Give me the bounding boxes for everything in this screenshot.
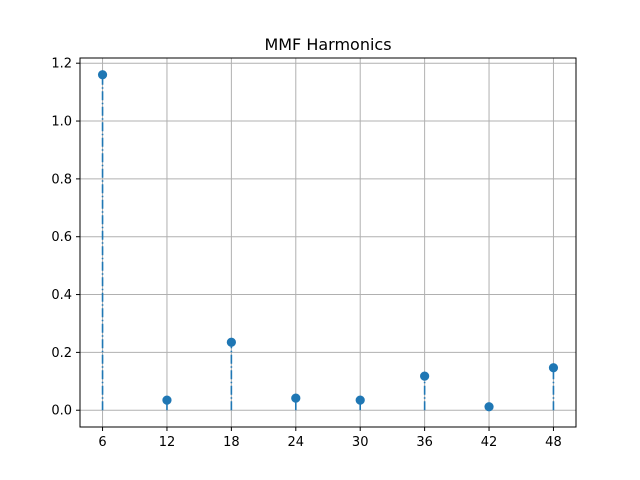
markers [97, 70, 559, 412]
y-axis: 0.0 0.2 0.4 0.6 0.8 1.0 1.2 [51, 57, 80, 419]
plot-area [80, 58, 576, 427]
stem-marker [291, 393, 301, 403]
y-tick-label: 0.8 [51, 172, 72, 187]
y-tick-label: 0.6 [51, 230, 72, 245]
x-tick-label: 18 [223, 435, 240, 450]
y-tick-label: 0.2 [51, 346, 72, 361]
y-tick-label: 0.4 [51, 288, 72, 303]
x-tick-label: 30 [352, 435, 369, 450]
x-tick-label: 24 [288, 435, 305, 450]
x-tick-label: 42 [481, 435, 498, 450]
y-tick-label: 0.0 [51, 404, 72, 419]
stem-marker [548, 363, 559, 373]
y-tick-label: 1.2 [51, 57, 72, 72]
x-tick-label: 48 [545, 435, 562, 450]
axes-frame [79, 57, 577, 428]
stem-marker [162, 395, 172, 405]
chart-title: MMF Harmonics [264, 35, 391, 54]
y-tick-label: 1.0 [51, 115, 72, 130]
x-axis: 6 12 18 24 30 36 42 48 [98, 427, 562, 450]
x-tick-label: 12 [159, 435, 176, 450]
x-tick-label: 36 [416, 435, 433, 450]
x-tick-label: 6 [98, 435, 106, 450]
stem-marker [226, 337, 236, 347]
stem-marker [420, 371, 430, 381]
stem-marker [484, 402, 494, 412]
stem-marker [355, 395, 365, 405]
grid-lines [80, 58, 576, 427]
stem-marker [97, 70, 108, 80]
